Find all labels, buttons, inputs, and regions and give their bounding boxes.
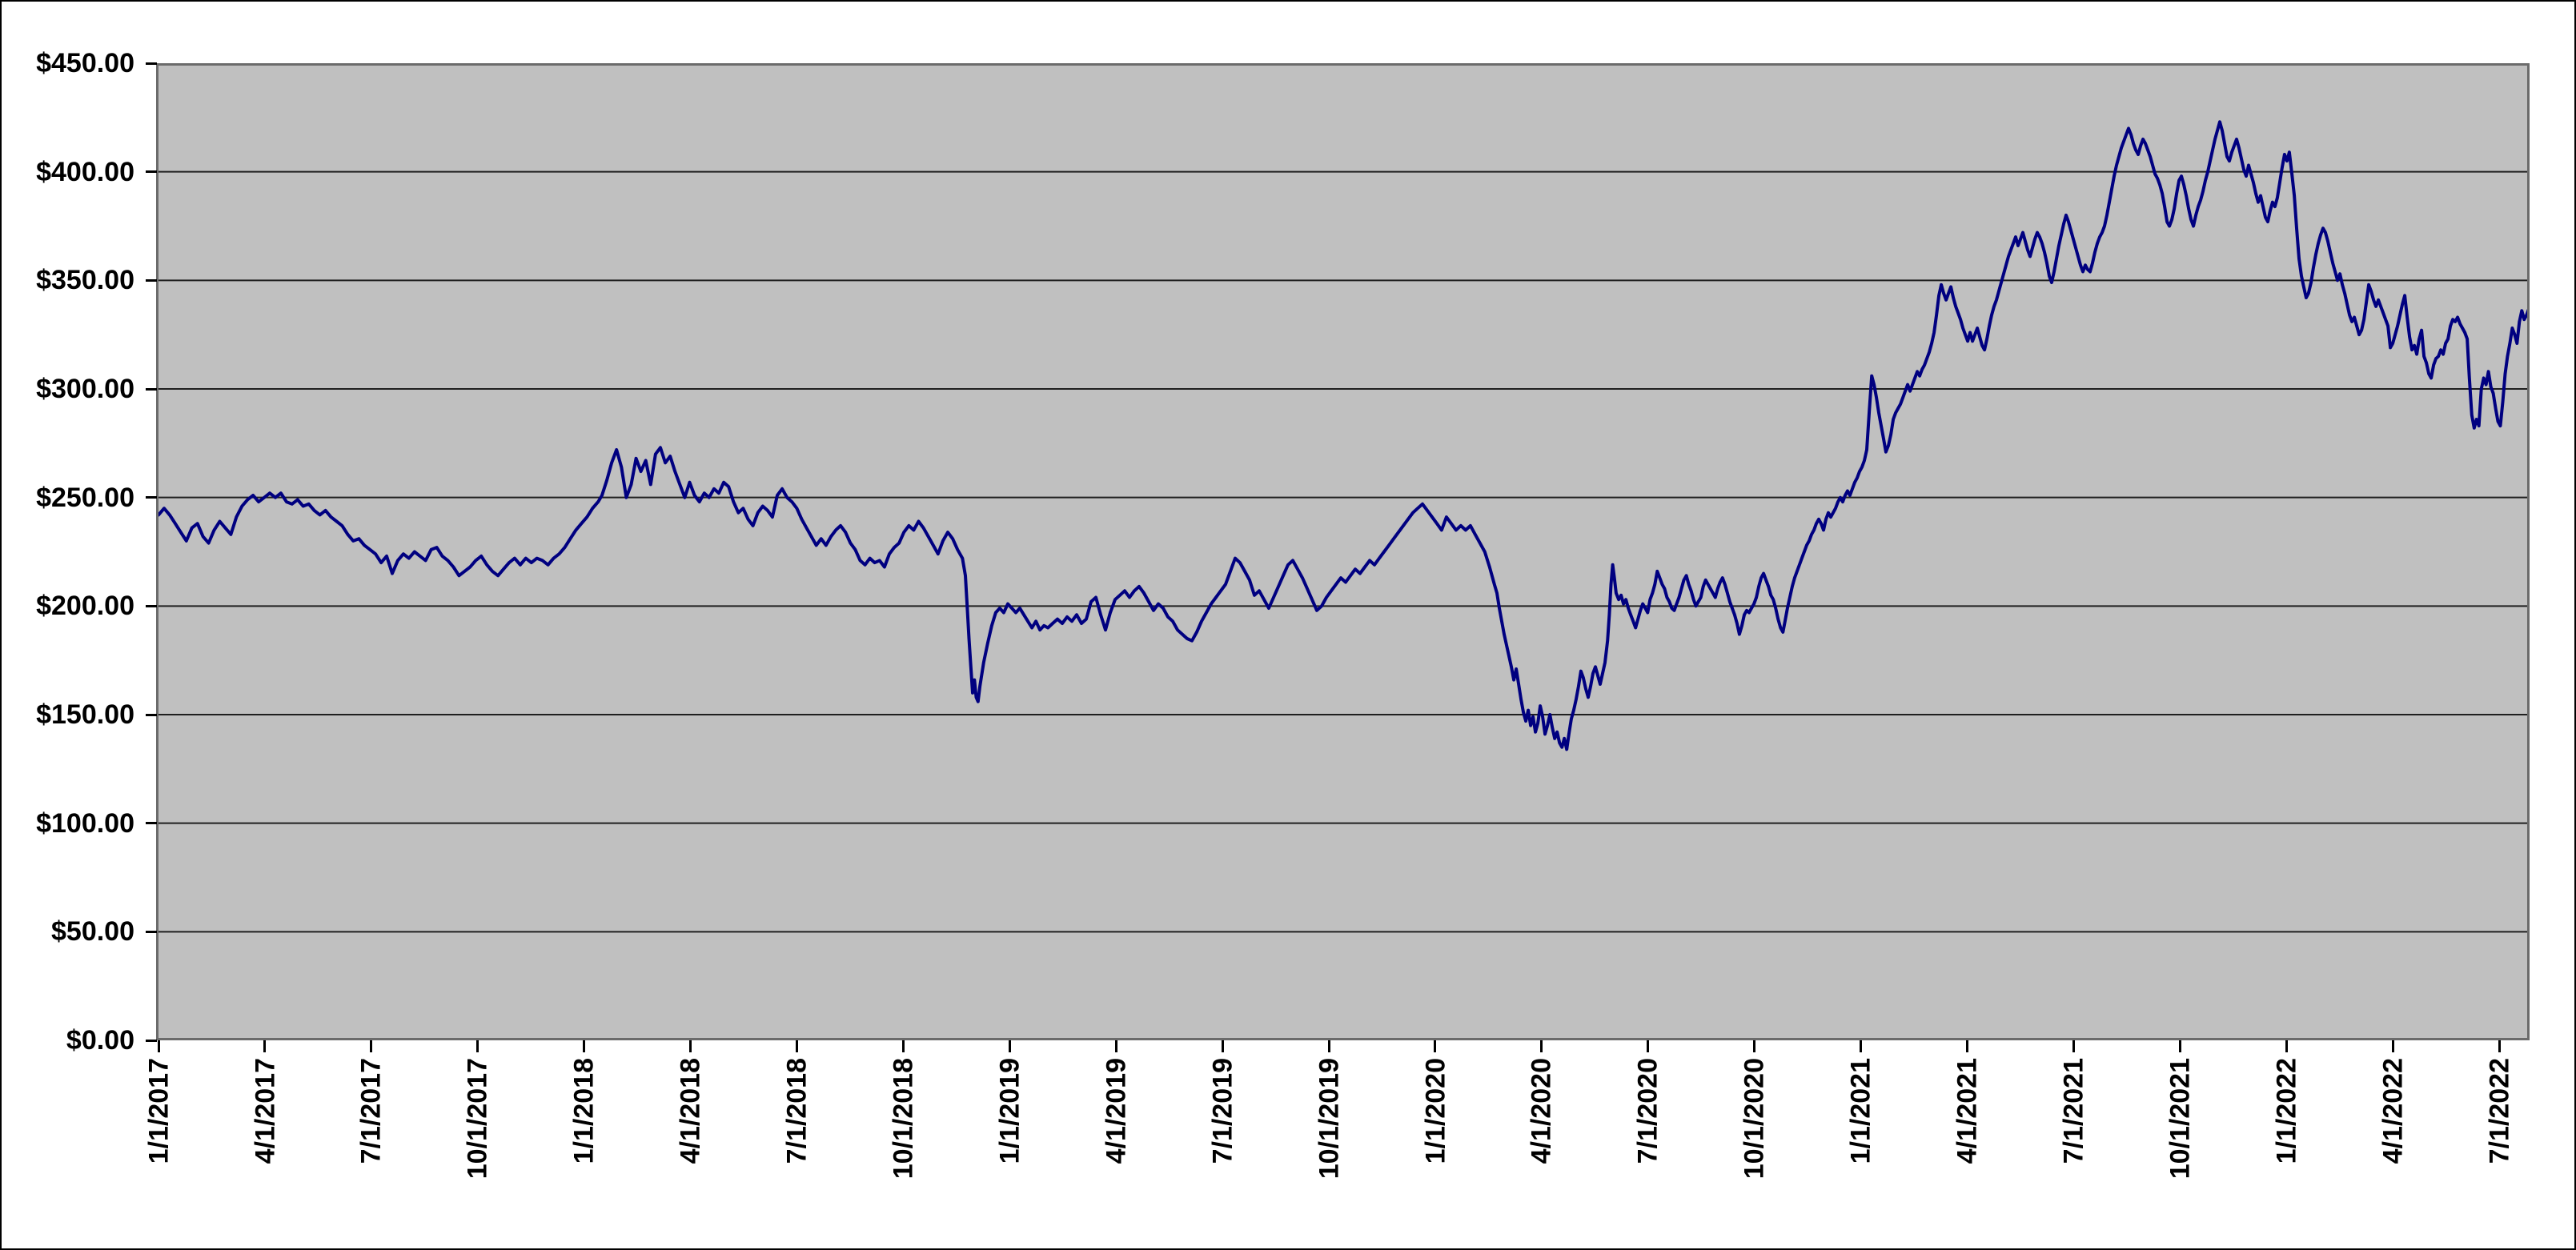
y-axis-label: $400.00 [36, 156, 134, 187]
x-axis-label: 4/1/2018 [675, 1058, 706, 1164]
x-axis-label: 7/1/2020 [1632, 1058, 1663, 1164]
y-axis-label: $150.00 [36, 699, 134, 730]
x-axis-tick [1965, 1040, 1968, 1052]
x-axis-label: 7/1/2018 [781, 1058, 813, 1164]
x-axis-label: 4/1/2017 [249, 1058, 280, 1164]
y-axis-tick [146, 62, 157, 65]
plot-border [156, 63, 2530, 1040]
x-axis-label: 1/1/2019 [994, 1058, 1025, 1164]
x-axis-tick [1860, 1040, 1863, 1052]
x-axis-tick [370, 1040, 373, 1052]
y-axis-tick [146, 170, 157, 174]
y-axis-label: $450.00 [36, 48, 134, 78]
x-axis-tick [1327, 1040, 1330, 1052]
y-axis-label: $350.00 [36, 265, 134, 296]
x-axis-label: 10/1/2021 [2165, 1058, 2196, 1180]
y-axis-label: $50.00 [51, 916, 134, 948]
x-axis-tick [1647, 1040, 1650, 1052]
x-axis-tick [2498, 1040, 2501, 1052]
y-axis-label: $200.00 [36, 591, 134, 622]
x-axis-tick [1008, 1040, 1011, 1052]
x-axis-tick [2072, 1040, 2075, 1052]
x-axis-tick [795, 1040, 798, 1052]
x-axis-tick [2178, 1040, 2181, 1052]
x-axis-tick [2391, 1040, 2394, 1052]
x-axis-tick [1114, 1040, 1117, 1052]
x-axis-tick [2285, 1040, 2288, 1052]
x-axis-label: 4/1/2022 [2377, 1058, 2409, 1164]
plot-area [156, 63, 2530, 1040]
x-axis-label: 4/1/2020 [1526, 1058, 1557, 1164]
x-axis-label: 10/1/2020 [1739, 1058, 1770, 1180]
x-axis-tick [583, 1040, 586, 1052]
x-axis-label: 1/1/2022 [2271, 1058, 2302, 1164]
x-axis-tick [901, 1040, 905, 1052]
x-axis-label: 1/1/2020 [1419, 1058, 1451, 1164]
y-axis-tick [146, 930, 157, 933]
x-axis-tick [1753, 1040, 1756, 1052]
y-axis-label: $300.00 [36, 374, 134, 404]
price-line-chart [156, 63, 2530, 1040]
y-axis-label: $100.00 [36, 807, 134, 839]
x-axis-label: 10/1/2017 [462, 1058, 493, 1180]
x-axis-label: 7/1/2019 [1207, 1058, 1238, 1164]
price-line [157, 120, 2530, 751]
x-axis-label: 7/1/2021 [2058, 1058, 2089, 1164]
x-axis-tick [689, 1040, 692, 1052]
x-axis-label: 1/1/2018 [568, 1058, 600, 1164]
x-axis-label: 7/1/2017 [355, 1058, 387, 1164]
x-axis-tick [157, 1040, 160, 1052]
y-axis-tick [146, 496, 157, 499]
x-axis-tick [263, 1040, 267, 1052]
x-axis-tick [1434, 1040, 1437, 1052]
x-axis-label: 4/1/2019 [1101, 1058, 1132, 1164]
x-axis-label: 1/1/2021 [1845, 1058, 1876, 1164]
x-axis-tick [1221, 1040, 1224, 1052]
x-axis-tick [1540, 1040, 1543, 1052]
x-axis-label: 7/1/2022 [2484, 1058, 2515, 1164]
y-axis-tick [146, 278, 157, 282]
y-axis-tick [146, 822, 157, 825]
y-axis-label: $250.00 [36, 482, 134, 513]
y-axis-tick [146, 604, 157, 607]
y-axis-label: $0.00 [66, 1025, 134, 1056]
x-axis-label: 10/1/2019 [1314, 1058, 1344, 1180]
y-axis-tick [146, 1039, 157, 1042]
x-axis-tick [476, 1040, 479, 1052]
x-axis-label: 1/1/2017 [143, 1058, 174, 1164]
x-axis-label: 10/1/2018 [888, 1058, 919, 1180]
y-axis-tick [146, 713, 157, 716]
y-axis-tick [146, 387, 157, 391]
x-axis-label: 4/1/2021 [1952, 1058, 1983, 1164]
